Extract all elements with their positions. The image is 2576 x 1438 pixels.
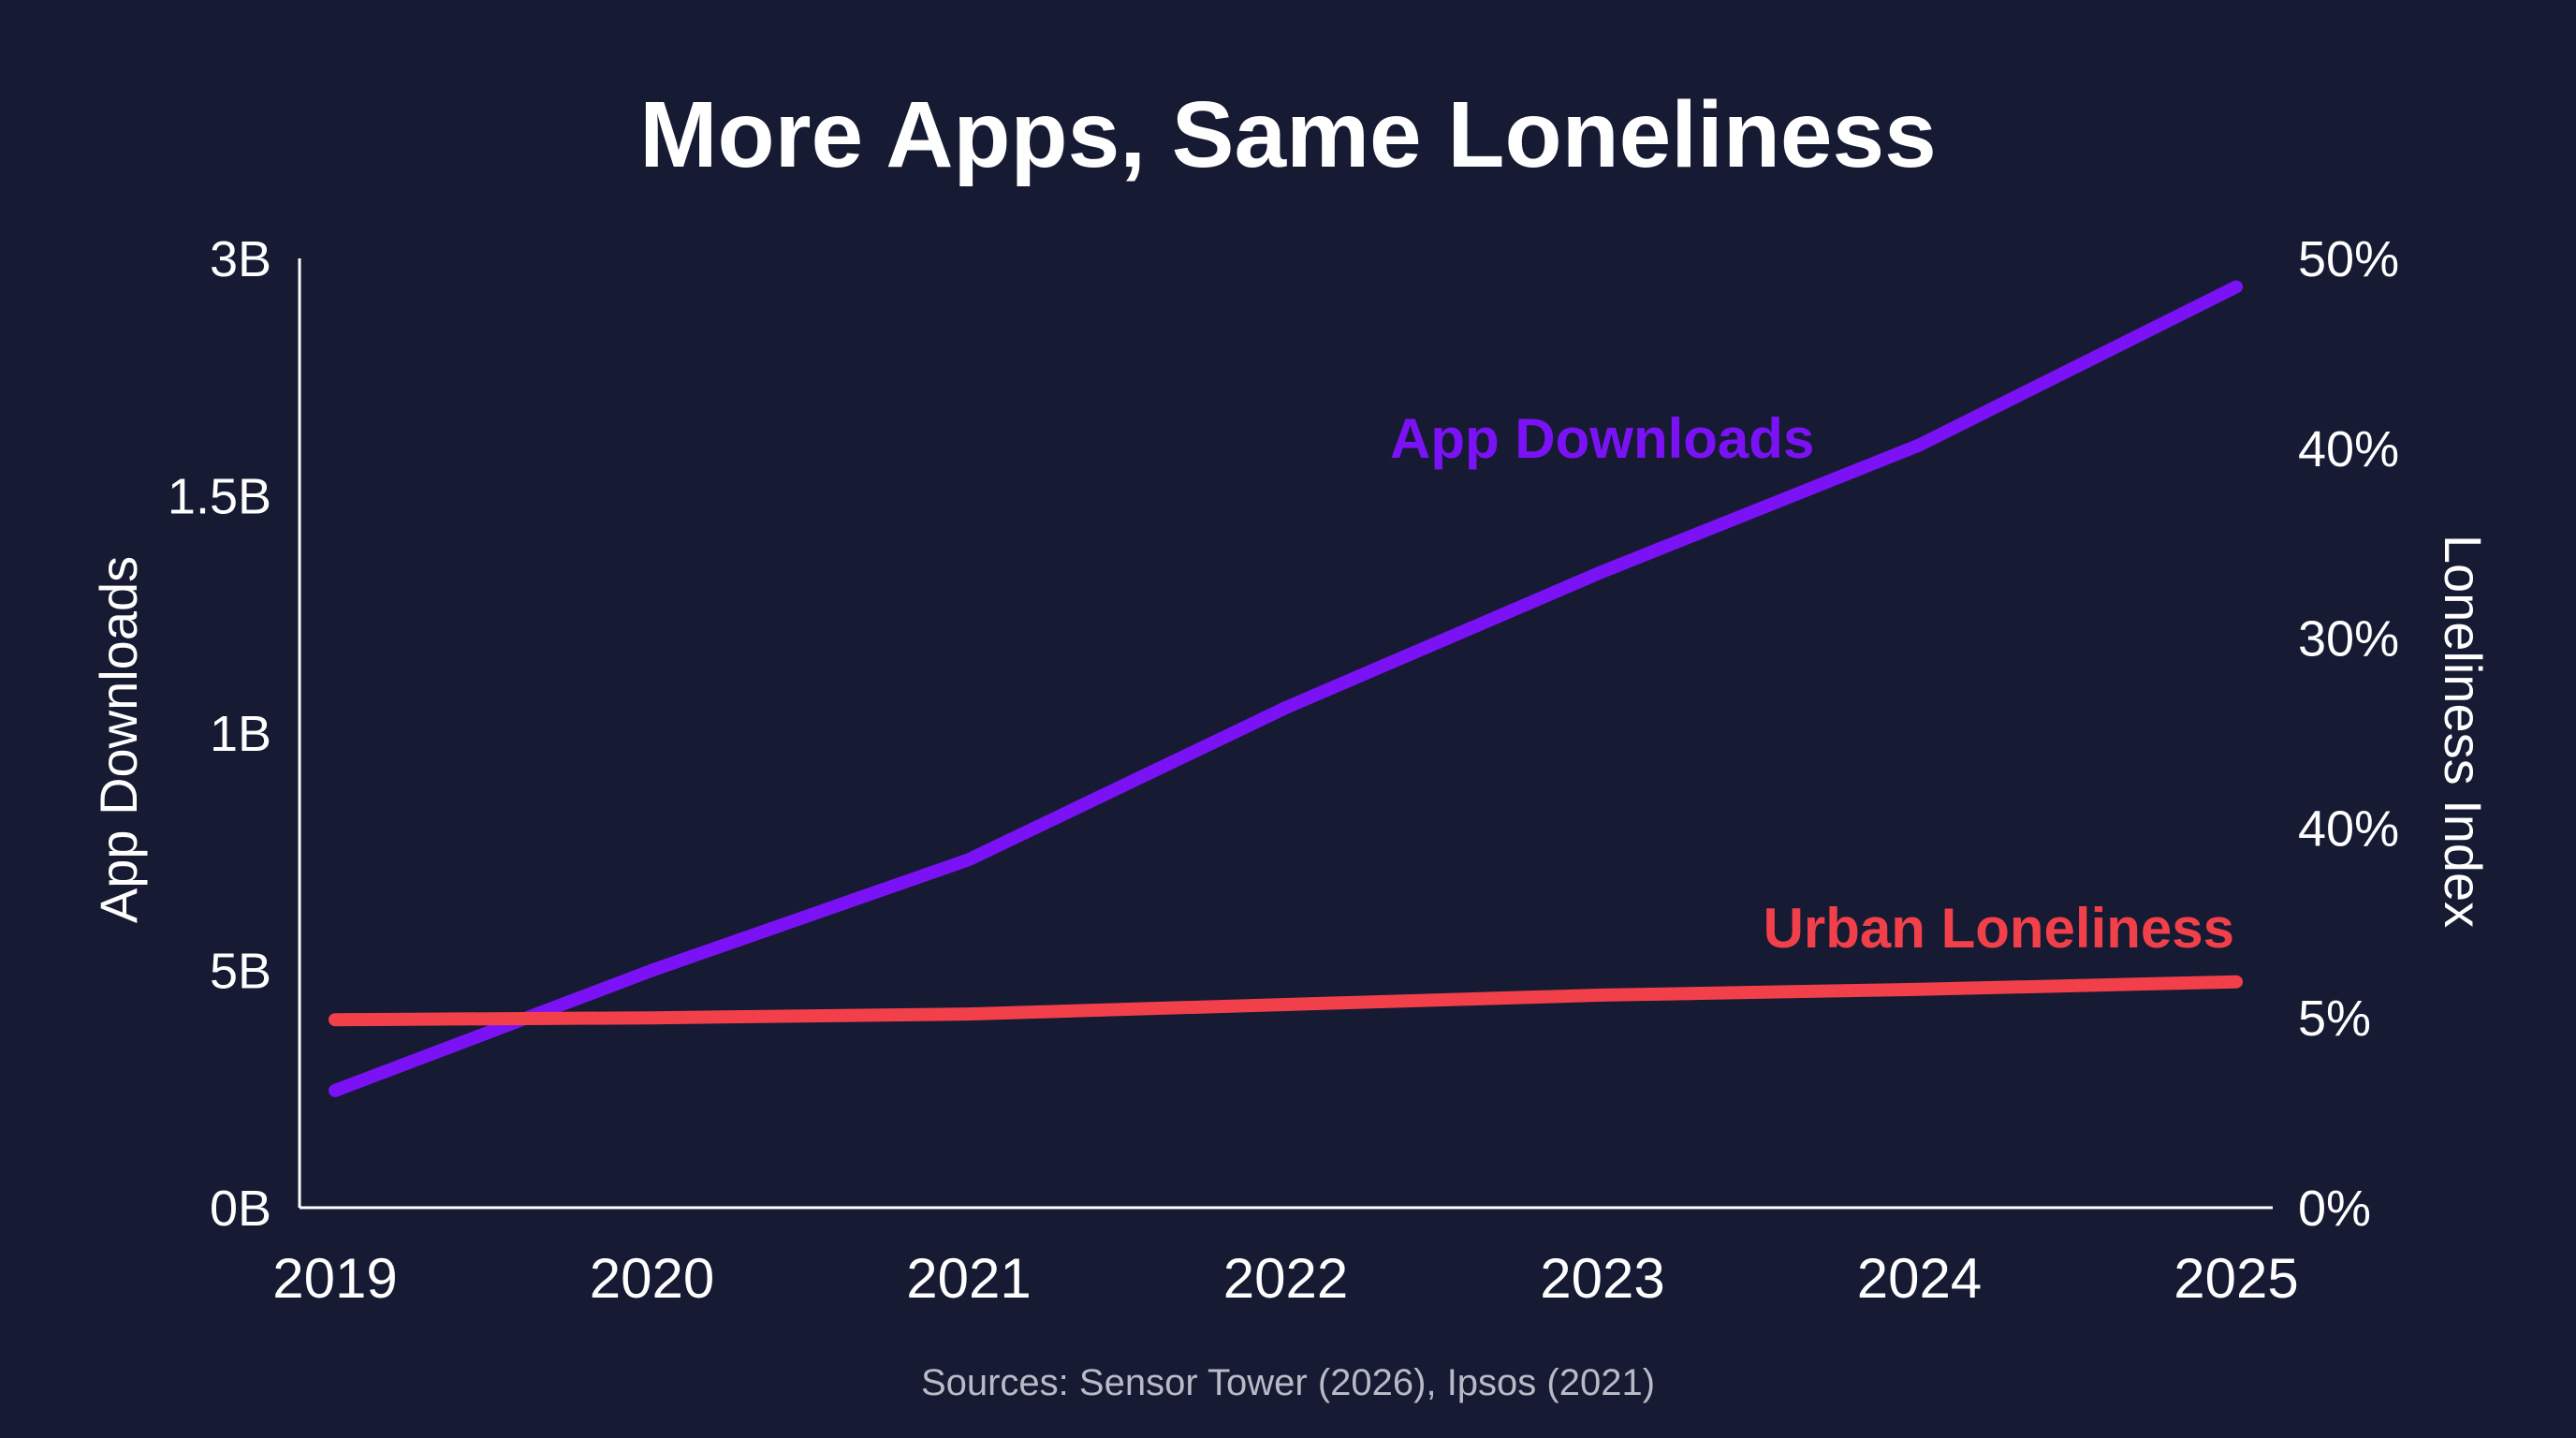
series-lines: [329, 280, 2243, 1097]
left-axis-title: App Downloads: [89, 556, 148, 923]
axes: [298, 258, 2273, 1210]
x-tick-label: 2020: [590, 1247, 714, 1310]
x-tick-label: 2022: [1223, 1247, 1348, 1310]
right-tick-label: 50%: [2298, 231, 2399, 287]
x-tick-label: 2023: [1540, 1247, 1664, 1310]
x-tick-label: 2021: [906, 1247, 1031, 1310]
right-tick-label: 0%: [2298, 1181, 2371, 1237]
left-tick-label: 1.5B: [168, 469, 271, 525]
right-tick-label: 30%: [2298, 611, 2399, 668]
right-tick-label: 5%: [2298, 990, 2371, 1047]
right-tick-label: 40%: [2298, 800, 2399, 857]
chart-title: More Apps, Same Loneliness: [639, 82, 1937, 187]
x-tick-labels: 2019 2020 2021 2022 2023 2024 2025: [272, 1247, 2298, 1310]
right-tick-labels: 0% 5% 40% 30% 40% 50%: [2298, 231, 2399, 1237]
series-label-urban-loneliness: Urban Loneliness: [1764, 897, 2234, 960]
source-note: Sources: Sensor Tower (2026), Ipsos (202…: [921, 1362, 1655, 1403]
right-axis-title: Loneliness Index: [2434, 535, 2493, 928]
left-tick-label: 0B: [210, 1181, 271, 1237]
x-tick-label: 2019: [272, 1247, 397, 1310]
left-tick-label: 3B: [210, 231, 271, 287]
right-tick-label: 40%: [2298, 421, 2399, 477]
left-tick-label: 5B: [210, 944, 271, 1000]
x-tick-label: 2025: [2174, 1247, 2298, 1310]
left-tick-label: 1B: [210, 706, 271, 762]
x-tick-label: 2024: [1857, 1247, 1982, 1310]
left-tick-labels: 0B 5B 1B 1.5B 3B: [168, 231, 271, 1237]
series-label-app-downloads: App Downloads: [1390, 407, 1814, 470]
